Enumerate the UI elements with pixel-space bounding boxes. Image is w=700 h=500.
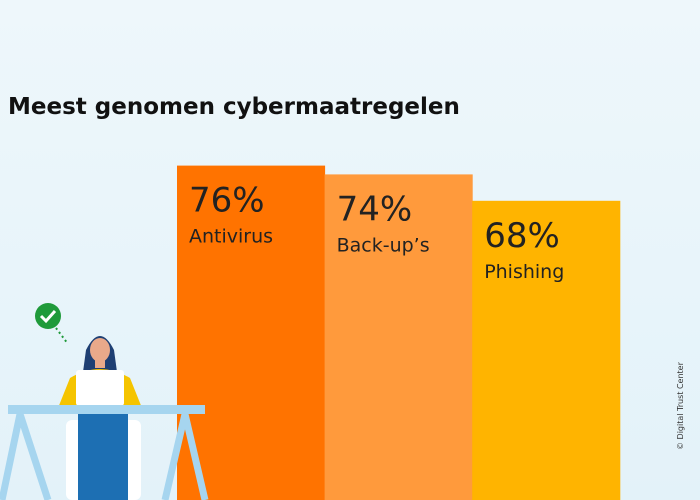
face: [90, 338, 110, 362]
bars: 76% Antivirus 74% Back-up’s 68% Phishing: [177, 165, 621, 500]
value-label: 74%: [337, 189, 413, 229]
value-label: 76%: [189, 181, 265, 221]
desk-top: [8, 405, 205, 414]
bar: [324, 174, 473, 500]
pants: [78, 413, 128, 500]
credit: © Digital Trust Center: [676, 361, 685, 450]
bar: [177, 165, 326, 500]
check-badge: [35, 303, 61, 329]
dotted-line: [55, 327, 69, 345]
value-label: 68%: [484, 216, 560, 256]
illustration: [0, 303, 209, 500]
category-label: Antivirus: [189, 226, 273, 248]
check-mark: [39, 309, 57, 324]
category-label: Back-up’s: [337, 234, 430, 256]
desk-legs: [0, 412, 209, 500]
laptop: [76, 370, 124, 406]
bar: [472, 200, 621, 500]
category-label: Phishing: [484, 261, 564, 283]
neck: [95, 358, 105, 368]
chart-title: Meest genomen cybermaatregelen: [8, 94, 460, 120]
